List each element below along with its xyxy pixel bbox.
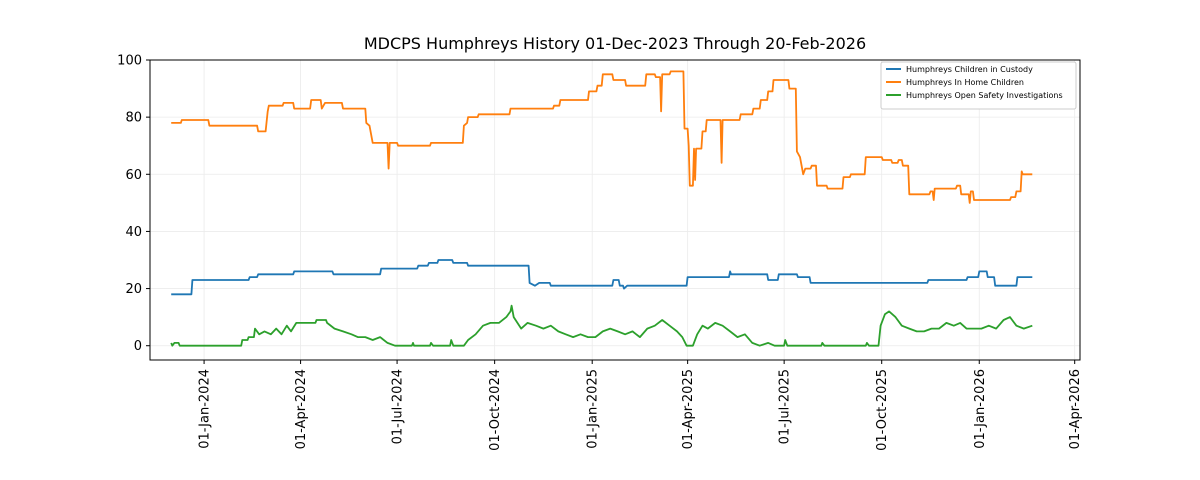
chart-title: MDCPS Humphreys History 01-Dec-2023 Thro… [364, 34, 866, 53]
x-tick-label: 01-Oct-2024 [488, 369, 503, 451]
x-tick-label: 01-Jul-2024 [391, 369, 406, 444]
legend-box [880, 61, 1077, 110]
x-tick-label: 01-Apr-2025 [681, 369, 696, 449]
x-tick-label: 01-Apr-2024 [294, 369, 309, 449]
series-line-2 [171, 70, 1033, 204]
x-tick-label: 01-Jan-2024 [198, 369, 213, 449]
legend: Humphreys Children in Custody Humphreys I… [880, 61, 1077, 110]
y-tick-label: 0 [134, 339, 142, 354]
y-tick-label: 40 [125, 225, 142, 240]
plot-series [170, 70, 1033, 347]
x-tick-label: 01-Jan-2025 [586, 369, 601, 449]
y-axis: 0 20 40 60 80 100 [117, 54, 150, 354]
legend-label: Humphreys Children in Custody [906, 65, 1033, 74]
legend-label: Humphreys In Home Children [906, 78, 1024, 87]
y-tick-label: 100 [117, 54, 142, 69]
y-tick-label: 20 [125, 282, 142, 297]
x-tick-label: 01-Jul-2025 [778, 369, 793, 444]
x-tick-label: 01-Apr-2026 [1068, 369, 1083, 449]
y-tick-label: 60 [125, 168, 142, 183]
series-line-1 [171, 259, 1033, 296]
legend-label: Humphreys Open Safety Investigations [906, 91, 1063, 100]
x-tick-label: 01-Oct-2025 [875, 369, 890, 451]
series-line-3 [170, 304, 1033, 347]
y-tick-label: 80 [125, 111, 142, 126]
x-axis: 01-Jan-2024 01-Apr-2024 01-Jul-2024 01-Oct-… [198, 360, 1083, 451]
x-tick-label: 01-Jan-2026 [973, 369, 988, 449]
plot-frame [149, 59, 1081, 361]
